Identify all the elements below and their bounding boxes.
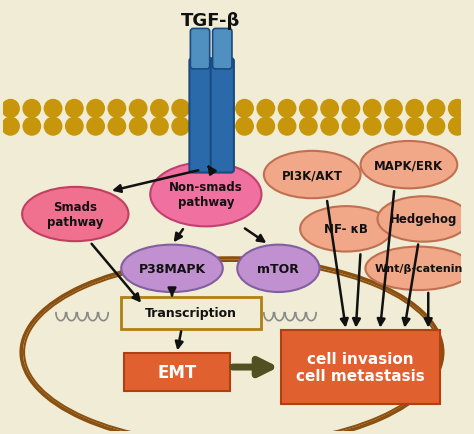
- Circle shape: [2, 100, 19, 118]
- FancyBboxPatch shape: [281, 330, 440, 404]
- Circle shape: [364, 100, 381, 118]
- FancyBboxPatch shape: [213, 30, 232, 70]
- Text: Non-smads
pathway: Non-smads pathway: [169, 181, 243, 209]
- Circle shape: [172, 100, 190, 118]
- Circle shape: [87, 100, 104, 118]
- Circle shape: [385, 118, 402, 136]
- Text: mTOR: mTOR: [257, 262, 299, 275]
- Circle shape: [406, 100, 423, 118]
- Circle shape: [129, 118, 147, 136]
- Ellipse shape: [150, 163, 262, 227]
- Circle shape: [257, 118, 274, 136]
- FancyBboxPatch shape: [191, 30, 210, 70]
- Circle shape: [448, 118, 466, 136]
- Ellipse shape: [264, 151, 361, 199]
- Circle shape: [278, 118, 296, 136]
- Circle shape: [45, 100, 62, 118]
- Circle shape: [108, 100, 126, 118]
- Circle shape: [342, 118, 360, 136]
- Circle shape: [193, 100, 210, 118]
- Circle shape: [427, 118, 445, 136]
- Text: cell invasion
cell metastasis: cell invasion cell metastasis: [296, 351, 425, 383]
- Ellipse shape: [22, 187, 128, 242]
- Ellipse shape: [237, 245, 319, 293]
- Circle shape: [215, 118, 232, 136]
- Circle shape: [406, 118, 423, 136]
- Text: P38MAPK: P38MAPK: [138, 262, 206, 275]
- FancyBboxPatch shape: [210, 59, 234, 173]
- Circle shape: [236, 118, 253, 136]
- Circle shape: [385, 100, 402, 118]
- Circle shape: [364, 118, 381, 136]
- Circle shape: [2, 118, 19, 136]
- Text: Transcription: Transcription: [146, 306, 237, 319]
- Text: Wnt/β-catenin: Wnt/β-catenin: [374, 264, 463, 274]
- Text: NF- κB: NF- κB: [324, 223, 368, 236]
- Ellipse shape: [365, 247, 472, 290]
- Circle shape: [23, 100, 40, 118]
- Circle shape: [257, 100, 274, 118]
- Ellipse shape: [377, 197, 469, 242]
- Ellipse shape: [300, 207, 392, 252]
- Circle shape: [129, 100, 147, 118]
- Circle shape: [87, 118, 104, 136]
- Circle shape: [23, 118, 40, 136]
- Circle shape: [172, 118, 190, 136]
- Circle shape: [278, 100, 296, 118]
- Ellipse shape: [121, 245, 223, 293]
- Circle shape: [300, 100, 317, 118]
- Circle shape: [45, 118, 62, 136]
- Text: PI3K/AKT: PI3K/AKT: [282, 169, 343, 181]
- Circle shape: [342, 100, 360, 118]
- Circle shape: [321, 100, 338, 118]
- Circle shape: [151, 100, 168, 118]
- Text: MAPK/ERK: MAPK/ERK: [374, 159, 444, 172]
- Circle shape: [215, 100, 232, 118]
- Circle shape: [236, 100, 253, 118]
- FancyBboxPatch shape: [190, 59, 213, 173]
- Text: Smads
pathway: Smads pathway: [47, 201, 103, 229]
- Text: Hedgehog: Hedgehog: [390, 213, 457, 226]
- Circle shape: [448, 100, 466, 118]
- Text: TGF-β: TGF-β: [181, 12, 240, 30]
- Circle shape: [321, 118, 338, 136]
- Circle shape: [65, 118, 83, 136]
- Circle shape: [427, 100, 445, 118]
- Circle shape: [193, 118, 210, 136]
- Circle shape: [108, 118, 126, 136]
- Ellipse shape: [361, 141, 457, 189]
- Circle shape: [151, 118, 168, 136]
- Ellipse shape: [24, 261, 440, 434]
- Circle shape: [65, 100, 83, 118]
- Ellipse shape: [21, 258, 443, 434]
- Circle shape: [300, 118, 317, 136]
- FancyBboxPatch shape: [124, 353, 230, 391]
- FancyBboxPatch shape: [121, 297, 262, 329]
- Text: EMT: EMT: [157, 363, 196, 381]
